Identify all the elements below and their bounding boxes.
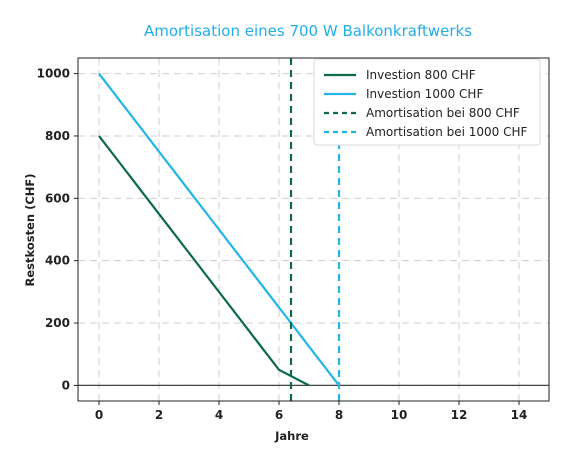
plot-frame: [77, 57, 550, 402]
y-tick-label: 600: [45, 191, 70, 205]
legend-label: Amortisation bei 1000 CHF: [366, 125, 528, 139]
x-tick-label: 8: [335, 408, 343, 422]
y-tick-label: 200: [45, 316, 70, 330]
y-tick-label: 0: [62, 378, 70, 392]
y-tick-label: 800: [45, 129, 70, 143]
series-line-1: [98, 72, 340, 387]
x-tick-label: 14: [511, 408, 528, 422]
y-tick-label: 1000: [37, 67, 70, 81]
ticks: 0 2 4 6 8 10 12 14 0 200 400 600 800 1000: [37, 67, 528, 422]
legend-box: [313, 58, 541, 146]
x-tick-label: 4: [215, 408, 223, 422]
x-tick-label: 10: [391, 408, 408, 422]
legend-label: Investion 800 CHF: [366, 68, 476, 82]
x-tick-label: 2: [155, 408, 163, 422]
plot-marks: [78, 58, 549, 401]
legend-label: Investion 1000 CHF: [366, 87, 483, 101]
legend: Investion 800 CHF Investion 1000 CHF Amort…: [313, 58, 541, 146]
x-axis-label: Jahre: [274, 429, 309, 443]
series-line-0: [98, 135, 310, 387]
x-tick-label: 12: [451, 408, 468, 422]
chart-title: Amortisation eines 700 W Balkonkraftwerk…: [144, 22, 472, 40]
x-tick-label: 0: [95, 408, 103, 422]
legend-label: Amortisation bei 800 CHF: [366, 106, 520, 120]
x-tick-label: 6: [275, 408, 283, 422]
y-axis-label: Restkosten (CHF): [23, 173, 37, 286]
y-tick-label: 400: [45, 254, 70, 268]
